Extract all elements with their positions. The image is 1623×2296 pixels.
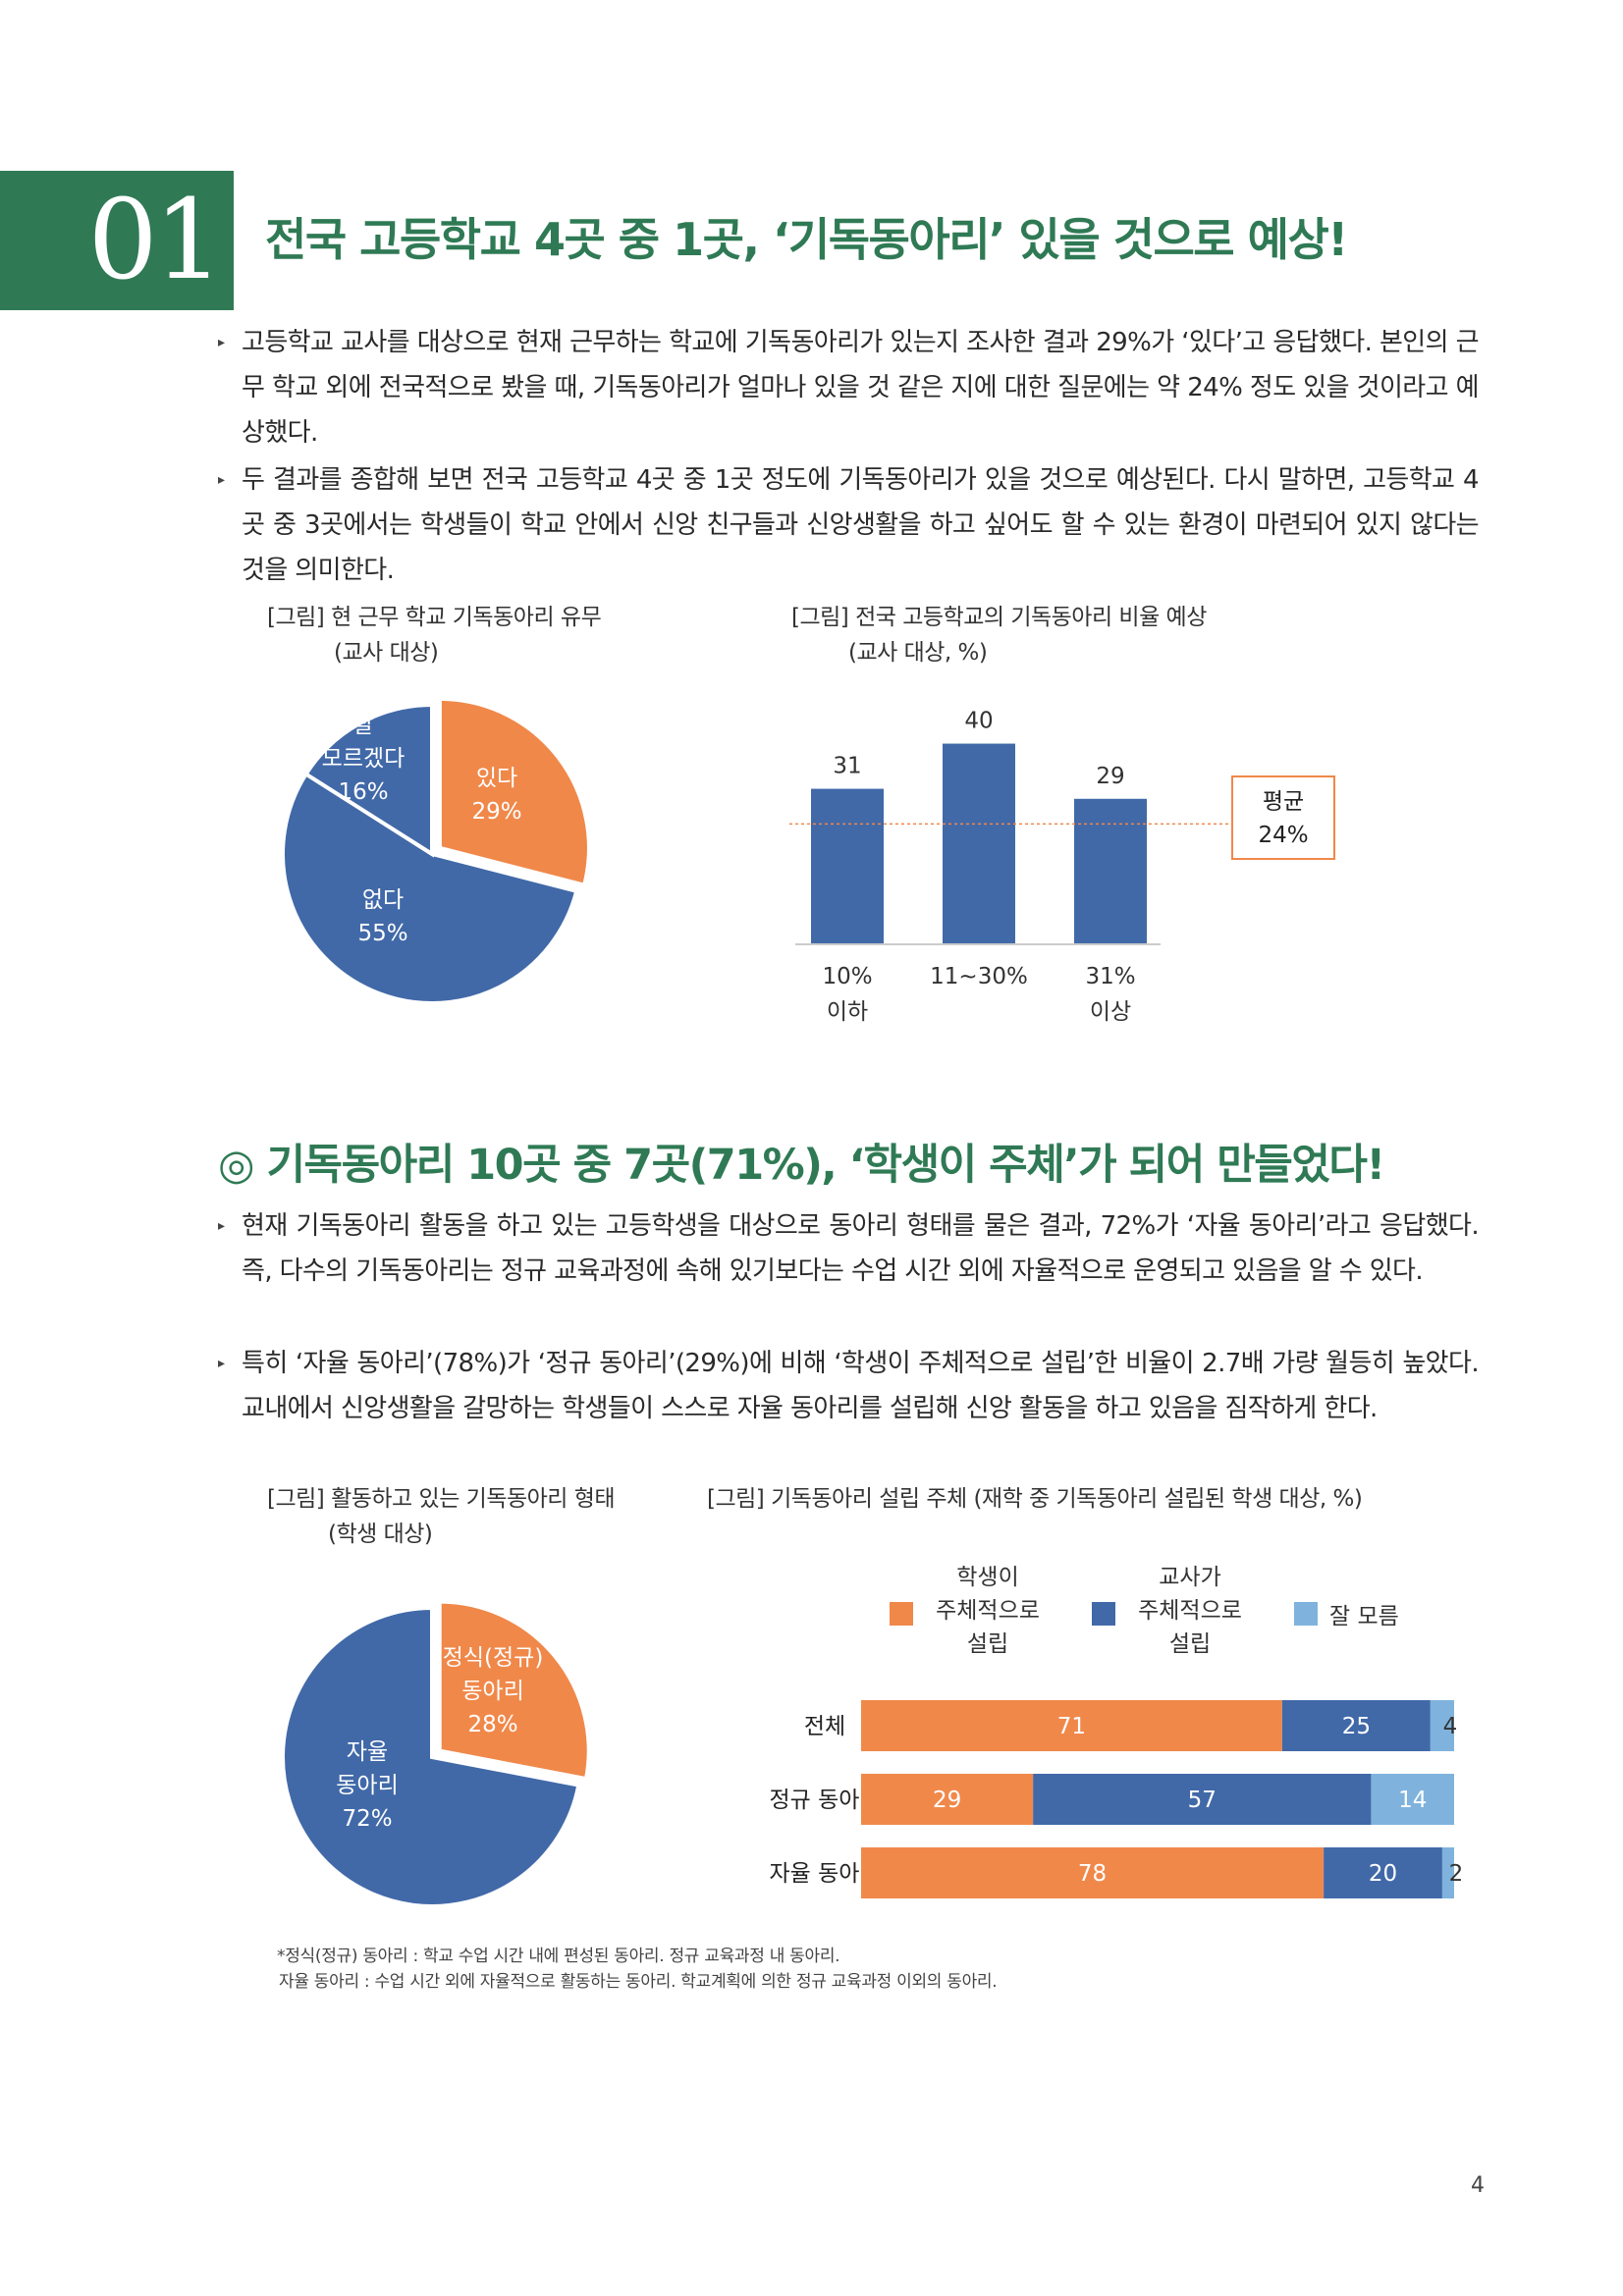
figure-caption: [그림] 활동하고 있는 기독동아리 형태	[267, 1486, 616, 1512]
bullet-text: 특히 ‘자율 동아리’(78%)가 ‘정규 동아리’(29%)에 비해 ‘학생이…	[242, 1349, 1480, 1423]
segment-value-label: 2	[1449, 1861, 1464, 1887]
pie-slice	[437, 696, 591, 888]
pie-slice	[281, 771, 579, 1005]
segment-value-label: 20	[1369, 1861, 1397, 1887]
stacked-bar-segment	[1033, 1774, 1372, 1825]
segment-value-label: 14	[1398, 1788, 1427, 1813]
bar-value-label: 29	[1096, 764, 1124, 789]
footnote-line: 자율 동아리 : 수업 시간 외에 자율적으로 활동하는 동아리. 학교계획에 …	[279, 1972, 998, 1992]
figure-caption: [그림] 기독동아리 설립 주체 (재학 중 기독동아리 설립된 학생 대상, …	[707, 1486, 1363, 1512]
average-box: 평균 24%	[1231, 775, 1335, 860]
section-title: ◎ 기독동아리 10곳 중 7곳(71%), ‘학생이 주체’가 되어 만들었다…	[218, 1141, 1385, 1190]
stacked-bar-segment	[861, 1847, 1325, 1898]
pie-slice-label: 자율 동아리 72%	[336, 1739, 398, 1832]
segment-value-label: 57	[1188, 1788, 1217, 1813]
stacked-bar-segment	[1324, 1847, 1442, 1898]
x-tick-label: 31% 이상	[1085, 964, 1135, 1025]
figure-caption: [그림] 전국 고등학교의 기독동아리 비율 예상	[791, 605, 1207, 630]
bullet-triangle-icon: ▸	[218, 472, 225, 488]
stacked-bar-segment	[861, 1700, 1282, 1751]
bullet-paragraph: ▸ 현재 기독동아리 활동을 하고 있는 고등학생을 대상으로 동아리 형태를 …	[218, 1203, 1480, 1294]
bullet-triangle-icon: ▸	[218, 335, 225, 350]
legend-swatch	[890, 1602, 913, 1626]
segment-value-label: 4	[1443, 1714, 1458, 1739]
legend-label: 잘 모름	[1329, 1604, 1399, 1629]
stacked-bar-segment	[1441, 1847, 1454, 1898]
segment-value-label: 29	[933, 1788, 961, 1813]
pie-chart-school-club: 있다 29% 없다 55% 잘 모르겠다 16%	[281, 696, 591, 1005]
pie-slice-label: 없다 55%	[357, 887, 407, 946]
bullet-triangle-icon: ▸	[218, 1356, 225, 1371]
figure-subcaption: (교사 대상)	[334, 640, 439, 666]
pie-slice	[281, 1605, 581, 1908]
x-tick-label: 10% 이하	[822, 964, 872, 1025]
figure-caption: [그림] 현 근무 학교 기독동아리 유무	[267, 605, 602, 630]
bar-value-label: 31	[833, 754, 861, 779]
bar-chart-club-ratio: 31 10% 이하 40 11~30% 29 31% 이상	[789, 709, 1231, 1025]
bar	[811, 788, 884, 944]
stacked-bar-segment	[1430, 1700, 1454, 1751]
page-number: 4	[1471, 2173, 1485, 2198]
pie-slice	[437, 1599, 591, 1782]
stacked-bar-segment	[1281, 1700, 1431, 1751]
legend-label: 학생이 주체적으로 설립	[936, 1565, 1040, 1657]
bullet-text: 고등학교 교사를 대상으로 현재 근무하는 학교에 기독동아리가 있는지 조사한…	[242, 328, 1480, 448]
bar	[943, 743, 1015, 944]
average-label: 평균	[1262, 789, 1305, 815]
category-label: 전체	[804, 1714, 845, 1739]
segment-value-label: 25	[1342, 1714, 1371, 1739]
bullet-paragraph: ▸ 고등학교 교사를 대상으로 현재 근무하는 학교에 기독동아리가 있는지 조…	[218, 320, 1480, 455]
legend-swatch	[1294, 1602, 1318, 1626]
figure-subcaption: (교사 대상, %)	[848, 640, 988, 666]
pie-slice-label: 있다 29%	[471, 766, 521, 825]
stacked-bar-segment	[861, 1774, 1034, 1825]
bullet-paragraph: ▸ 특히 ‘자율 동아리’(78%)가 ‘정규 동아리’(29%)에 비해 ‘학…	[218, 1341, 1480, 1431]
bullet-paragraph: ▸ 두 결과를 종합해 보면 전국 고등학교 4곳 중 1곳 정도에 기독동아리…	[218, 457, 1480, 593]
footnote: *정식(정규) 동아리 : 학교 수업 시간 내에 편성된 동아리. 정규 교육…	[277, 1944, 998, 1995]
section-title: 전국 고등학교 4곳 중 1곳, ‘기독동아리’ 있을 것으로 예상!	[265, 213, 1348, 266]
footnote-line: *정식(정규) 동아리 : 학교 수업 시간 내에 편성된 동아리. 정규 교육…	[277, 1947, 840, 1966]
bullet-text: 현재 기독동아리 활동을 하고 있는 고등학생을 대상으로 동아리 형태를 물은…	[242, 1211, 1480, 1286]
bar-value-label: 40	[964, 709, 993, 734]
bullet-text: 두 결과를 종합해 보면 전국 고등학교 4곳 중 1곳 정도에 기독동아리가 …	[242, 465, 1480, 585]
bar	[1074, 798, 1147, 944]
section-number: 01	[0, 171, 234, 310]
bullet-triangle-icon: ▸	[218, 1218, 225, 1234]
segment-value-label: 71	[1057, 1714, 1086, 1739]
average-value: 24%	[1258, 823, 1309, 848]
pie-slice	[302, 702, 434, 858]
segment-value-label: 78	[1078, 1861, 1107, 1887]
figure-subcaption: (학생 대상)	[328, 1522, 433, 1547]
pie-slice-label: 잘 모르겠다 16%	[322, 713, 406, 805]
stacked-bar-segment	[1371, 1774, 1454, 1825]
legend-swatch	[1092, 1602, 1115, 1626]
pie-slice-label: 정식(정규) 동아리 28%	[443, 1645, 544, 1737]
pie-chart-club-type: 정식(정규) 동아리 28% 자율 동아리 72%	[281, 1599, 591, 1908]
x-tick-label: 11~30%	[930, 964, 1028, 989]
legend-label: 교사가 주체적으로 설립	[1138, 1565, 1242, 1657]
